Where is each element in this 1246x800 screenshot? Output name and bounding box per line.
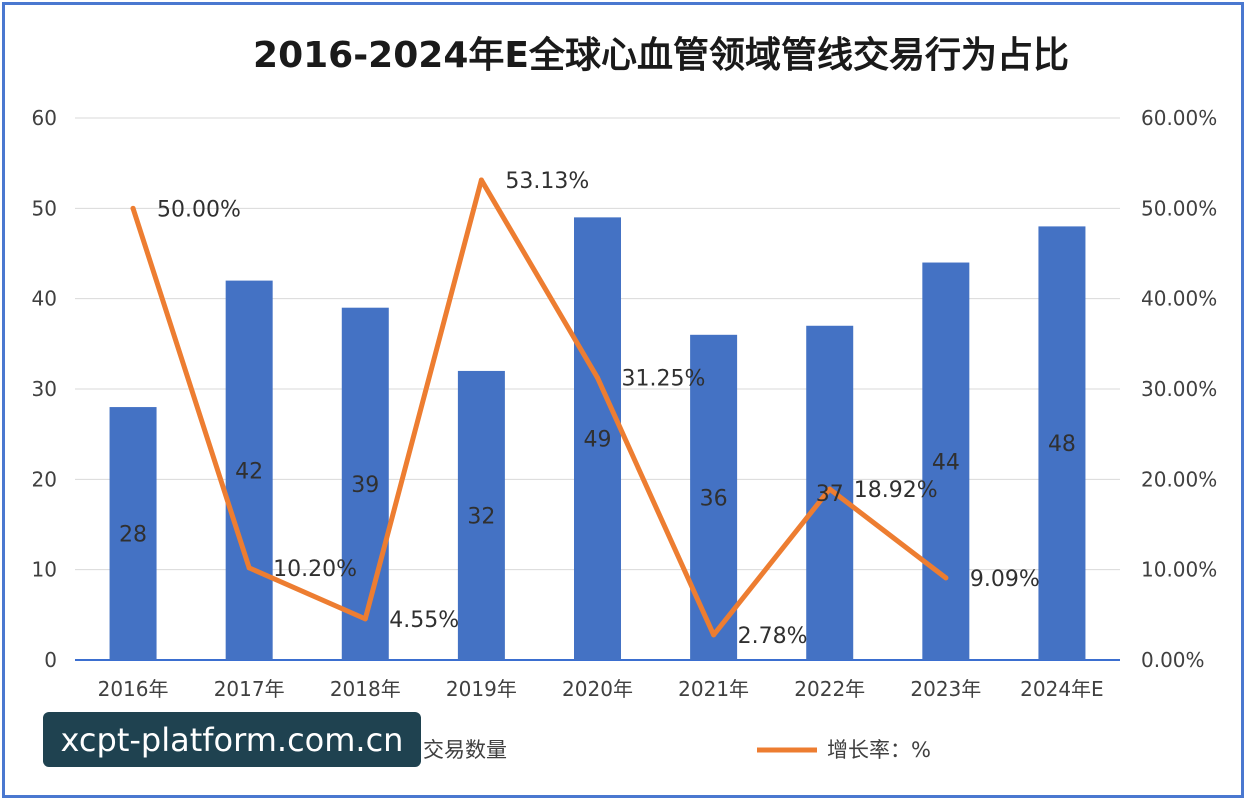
y-right-tick-label: 20.00% xyxy=(1141,467,1217,491)
y-right-tick-label: 60.00% xyxy=(1141,106,1217,130)
watermark-badge: xcpt-platform.com.cn xyxy=(43,712,421,767)
bar xyxy=(109,407,157,660)
bar-data-label: 32 xyxy=(467,504,495,529)
line-data-label: 2.78% xyxy=(738,624,808,649)
x-tick-label: 2022年 xyxy=(794,677,865,701)
line-data-label: 31.25% xyxy=(622,367,706,392)
x-tick-label: 2018年 xyxy=(330,677,401,701)
x-tick-label: 2019年 xyxy=(446,677,517,701)
bar-data-label: 42 xyxy=(235,459,263,484)
x-tick-label: 2021年 xyxy=(678,677,749,701)
y-left-tick-label: 10 xyxy=(32,558,57,582)
line-point xyxy=(711,632,717,638)
x-tick-label: 2024年E xyxy=(1020,677,1104,701)
line-data-label: 4.55% xyxy=(389,608,459,633)
bar-data-label: 39 xyxy=(351,473,379,498)
chart-svg: 2016-2024年E全球心血管领域管线交易行为占比 0 0.00% 10 10.00… xyxy=(32,34,1218,762)
bar xyxy=(457,370,505,660)
line-data-label: 9.09% xyxy=(970,567,1040,592)
bar-data-label: 36 xyxy=(700,486,728,511)
x-tick-label: 2016年 xyxy=(98,677,169,701)
y-left-tick-label: 20 xyxy=(32,467,57,491)
y-left-tick-label: 50 xyxy=(32,196,57,220)
chart-title: 2016-2024年E全球心血管领域管线交易行为占比 xyxy=(253,34,1069,76)
bar xyxy=(341,307,389,660)
x-tick-label: 2023年 xyxy=(910,677,981,701)
bar-data-label: 44 xyxy=(932,450,960,475)
legend: 交易数量 增长率：% xyxy=(357,738,931,762)
line-point xyxy=(943,575,949,581)
bar xyxy=(574,217,621,660)
bar-data-label: 37 xyxy=(816,482,844,507)
line-point xyxy=(478,177,484,183)
x-tick-label: 2017年 xyxy=(214,677,285,701)
line-data-label: 53.13% xyxy=(505,169,589,194)
bar-data-label: 49 xyxy=(584,428,612,453)
y-right-tick-label: 50.00% xyxy=(1141,196,1217,220)
line-data-label: 50.00% xyxy=(157,197,241,222)
growth-rate-line xyxy=(130,177,949,638)
bar xyxy=(225,280,273,660)
line-point xyxy=(595,375,600,381)
bar-series xyxy=(109,217,1086,660)
line-point xyxy=(827,486,833,492)
line-series xyxy=(130,177,949,638)
y-left-tick-label: 0 xyxy=(44,648,57,672)
legend-line-label: 增长率：% xyxy=(827,738,931,762)
y-right-tick-label: 0.00% xyxy=(1141,648,1205,672)
y-right-tick-label: 10.00% xyxy=(1141,558,1217,582)
line-point xyxy=(362,616,368,622)
legend-bar-label: 交易数量 xyxy=(423,738,507,762)
bar xyxy=(922,262,970,660)
bar xyxy=(1038,226,1086,660)
bar-data-label: 48 xyxy=(1048,432,1076,457)
data-labels: 28 42 39 32 49 36 37 44 48 50.00% 10.20% 4.55% 53.13… xyxy=(119,169,1076,649)
y-left-tick-label: 40 xyxy=(32,287,57,311)
y-left-tick-label: 30 xyxy=(32,377,57,401)
x-tick-label: 2020年 xyxy=(562,677,633,701)
y-left-tick-label: 60 xyxy=(32,106,57,130)
bar-data-label: 28 xyxy=(119,523,147,548)
line-point xyxy=(130,205,136,211)
y-right-tick-label: 30.00% xyxy=(1141,377,1217,401)
line-point xyxy=(246,565,252,571)
line-data-label: 18.92% xyxy=(854,478,938,503)
y-right-tick-label: 40.00% xyxy=(1141,287,1217,311)
line-data-label: 10.20% xyxy=(273,557,357,582)
